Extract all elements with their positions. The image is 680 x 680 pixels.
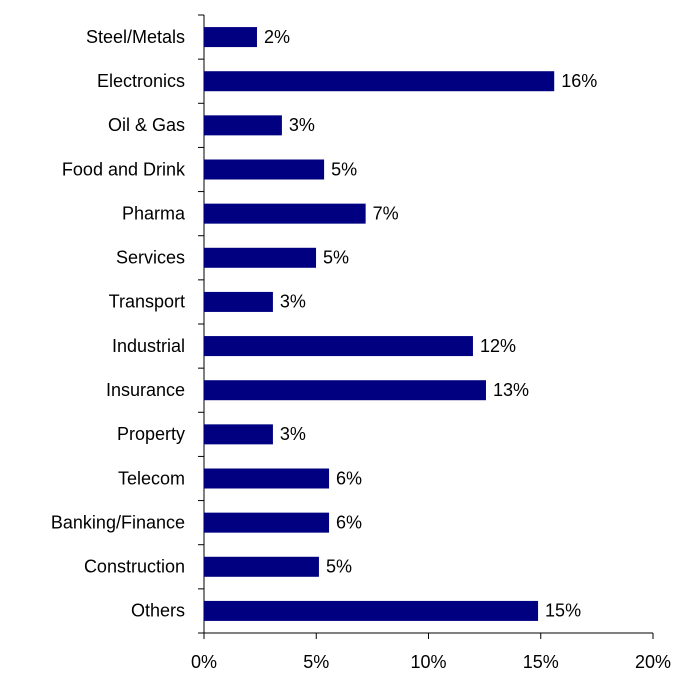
bar: [204, 556, 319, 577]
value-label: 13%: [493, 380, 529, 400]
x-tick-label: 5%: [303, 652, 329, 672]
y-tick-label: Pharma: [122, 203, 186, 223]
y-tick-label: Others: [131, 601, 185, 621]
bar: [204, 247, 317, 268]
bar: [204, 512, 330, 533]
bar: [204, 600, 539, 621]
value-label: 3%: [280, 424, 306, 444]
y-tick-label: Industrial: [112, 336, 185, 356]
x-tick-label: 20%: [635, 652, 671, 672]
bar: [204, 424, 273, 445]
value-label: 12%: [480, 336, 516, 356]
value-label: 5%: [326, 557, 352, 577]
y-tick-label: Services: [116, 248, 185, 268]
y-tick-label: Steel/Metals: [86, 27, 185, 47]
x-tick-label: 0%: [191, 652, 217, 672]
bar: [204, 468, 330, 489]
bar: [204, 71, 555, 92]
y-tick-label: Insurance: [106, 380, 185, 400]
y-tick-label: Banking/Finance: [51, 512, 185, 532]
value-label: 2%: [264, 27, 290, 47]
y-tick-label: Telecom: [118, 468, 185, 488]
x-tick-label: 15%: [523, 652, 559, 672]
bar: [204, 291, 273, 312]
y-tick-label: Construction: [84, 557, 185, 577]
bar: [204, 27, 257, 48]
bar: [204, 203, 366, 224]
bar: [204, 159, 325, 180]
value-label: 7%: [373, 203, 399, 223]
y-tick-label: Electronics: [97, 71, 185, 91]
value-label: 5%: [331, 159, 357, 179]
value-label: 5%: [323, 248, 349, 268]
value-label: 6%: [336, 512, 362, 532]
value-label: 16%: [561, 71, 597, 91]
y-tick-label: Transport: [109, 292, 185, 312]
value-label: 3%: [289, 115, 315, 135]
bar: [204, 115, 282, 136]
y-tick-label: Food and Drink: [62, 159, 186, 179]
bar: [204, 380, 486, 401]
value-label: 6%: [336, 468, 362, 488]
x-tick-label: 10%: [410, 652, 446, 672]
bar: [204, 336, 473, 357]
y-tick-label: Oil & Gas: [108, 115, 185, 135]
value-label: 3%: [280, 292, 306, 312]
value-label: 15%: [545, 601, 581, 621]
y-tick-label: Property: [117, 424, 185, 444]
